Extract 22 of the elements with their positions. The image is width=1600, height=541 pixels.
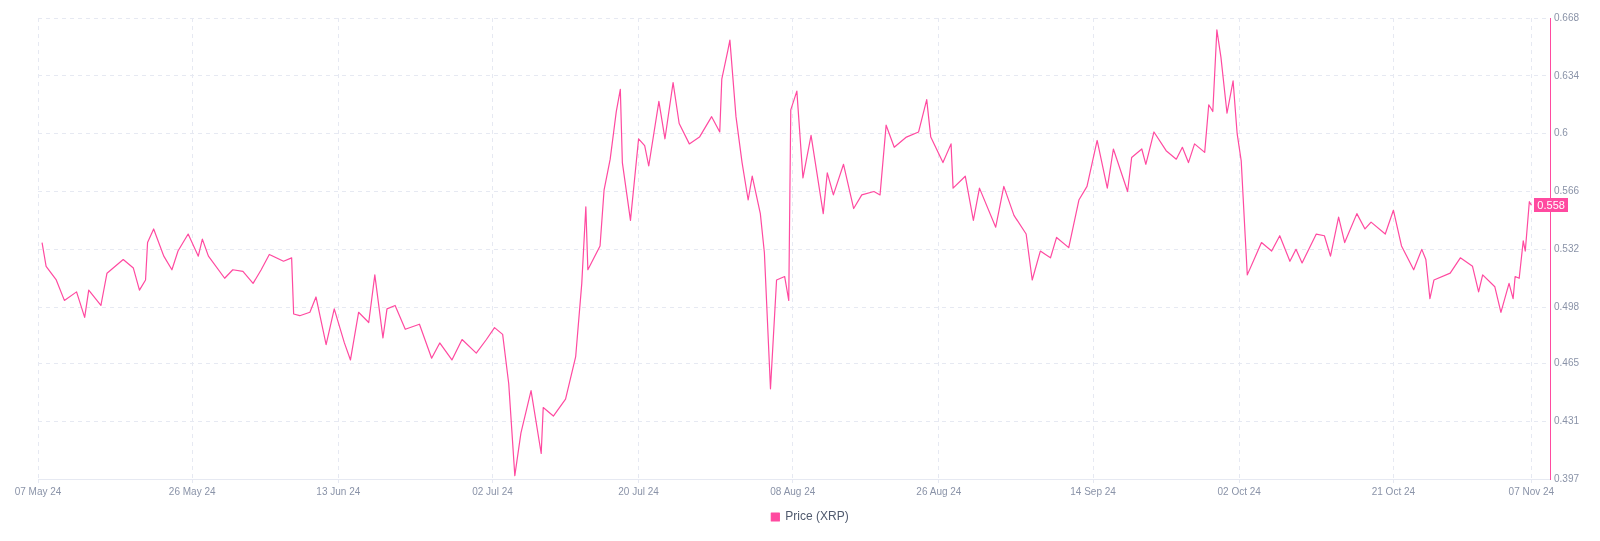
x-tick-label: 02 Oct 24 [1217,485,1262,497]
data-label: 0.558 [1534,198,1568,213]
y-tick-label: 0.634 [1553,69,1580,81]
x-tick-label: 26 May 24 [168,485,216,497]
x-tick-label: 07 Nov 24 [1508,485,1555,497]
x-tick-label: 14 Sep 24 [1070,485,1117,497]
y-tick-label: 0.431 [1553,414,1580,426]
y-tick-label: 0.397 [1553,472,1580,484]
x-tick-label: 07 May 24 [14,485,62,497]
x-tick-label: 20 Jul 24 [618,485,660,497]
y-tick-label: 0.668 [1553,11,1580,23]
y-tick-label: 0.498 [1553,300,1580,312]
y-tick-label: 0.6 [1553,127,1569,139]
y-tick-label: 0.532 [1553,243,1580,255]
x-tick-label: 02 Jul 24 [472,485,514,497]
x-tick-label: 21 Oct 24 [1371,485,1416,497]
x-tick-label: 13 Jun 24 [316,485,361,497]
y-tick-label: 0.566 [1553,185,1580,197]
x-tick-label: 08 Aug 24 [770,485,816,497]
y-tick-label: 0.465 [1553,357,1580,369]
legend-label: Price (XRP) [785,509,849,524]
x-tick-label: 26 Aug 24 [916,485,962,497]
